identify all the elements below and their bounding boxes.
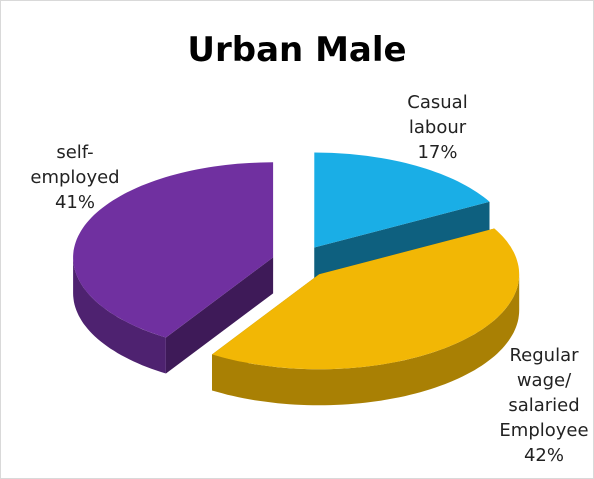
slice-side [314,201,490,284]
value-label: 41% [54,192,95,213]
slice [73,162,274,374]
slice [212,228,520,406]
category-label: self-employed [30,142,120,188]
value-label: 17% [417,142,458,163]
slice-top [314,152,490,248]
value-label: 42% [523,445,564,466]
data-label: Regular wage/ salaried Employee 42% [488,343,594,468]
slice-top [73,162,274,338]
category-label: Casual labour [407,92,468,138]
slice-side [165,257,274,374]
data-label: self-employed 41% [20,140,130,215]
category-label: Regular wage/ salaried Employee [499,345,589,441]
slice-top [212,228,520,370]
data-label: Casual labour 17% [385,90,490,165]
slice [314,152,490,284]
slice-side [73,257,166,374]
slice-side [212,274,520,406]
chart-title: Urban Male [187,30,407,70]
